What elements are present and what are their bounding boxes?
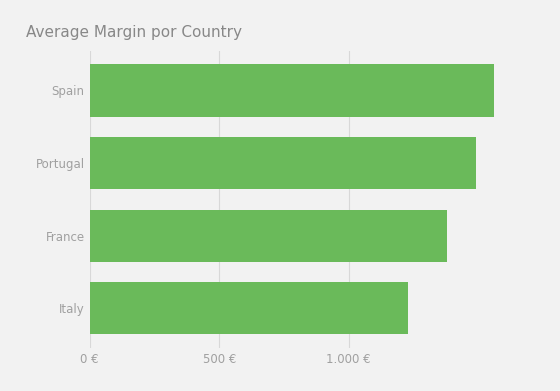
- Text: Average Margin por Country: Average Margin por Country: [26, 25, 242, 40]
- Bar: [90, 137, 476, 189]
- Bar: [90, 282, 408, 334]
- Bar: [90, 65, 494, 117]
- Bar: [90, 210, 447, 262]
